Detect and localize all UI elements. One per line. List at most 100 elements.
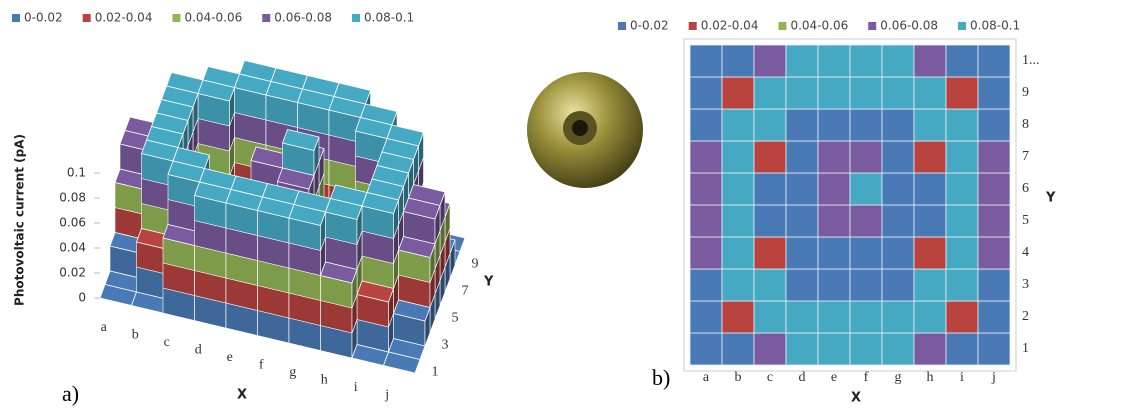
legend-label: 0.06-0.08: [880, 19, 938, 33]
heat-cell: [690, 269, 722, 301]
heat-cell: [690, 45, 722, 77]
heat-cell: [850, 237, 882, 269]
heat-cell: [690, 301, 722, 333]
y-axis-title: Y: [1045, 191, 1056, 206]
x-tick-label: i: [960, 370, 964, 385]
heat-cell: [786, 301, 818, 333]
heat-cell: [722, 77, 754, 109]
heat-cell: [722, 301, 754, 333]
heat-cell: [978, 205, 1010, 237]
heat-cell: [850, 301, 882, 333]
heat-cell: [818, 109, 850, 141]
legend-label: 0.06-0.08: [274, 11, 332, 25]
legend-label: 0.08-0.1: [970, 19, 1020, 33]
heat-cell: [914, 77, 946, 109]
heat-cell: [722, 333, 754, 365]
y-tick-label: 4: [1022, 245, 1029, 260]
heat-cell: [946, 173, 978, 205]
heat-cell: [946, 141, 978, 173]
y-tick-label: 5: [452, 310, 459, 325]
legend-swatch: [83, 14, 91, 22]
heat-cell: [786, 173, 818, 205]
heat-cell: [690, 173, 722, 205]
x-tick-label: d: [799, 370, 806, 385]
legend-label: 0-0.02: [630, 19, 669, 33]
heat-cell: [946, 77, 978, 109]
heat-cell: [850, 173, 882, 205]
y-tick-label: 2: [1022, 309, 1029, 324]
z-tick-label: 0.08: [59, 191, 86, 205]
heat-cell: [882, 141, 914, 173]
heat-cell: [690, 237, 722, 269]
heat-cell: [914, 333, 946, 365]
heat-cell: [722, 237, 754, 269]
heat-cell: [818, 269, 850, 301]
heat-cell: [786, 77, 818, 109]
heat-cell: [754, 269, 786, 301]
heat-cell: [850, 333, 882, 365]
heat-cell: [946, 45, 978, 77]
heat-cell: [754, 237, 786, 269]
heat-cell: [690, 333, 722, 365]
x-tick-label: e: [227, 350, 233, 365]
legend-swatch: [12, 14, 20, 22]
heat-cell: [690, 77, 722, 109]
heat-cell: [786, 237, 818, 269]
x-tick-label: g: [895, 370, 902, 385]
heat-cell: [946, 237, 978, 269]
heat-cell: [914, 237, 946, 269]
heat-cell: [978, 173, 1010, 205]
panel-label: a): [62, 381, 79, 406]
legend-label: 0.04-0.06: [184, 11, 242, 25]
heat-cell: [722, 173, 754, 205]
heat-cell: [754, 109, 786, 141]
heat-cell: [882, 173, 914, 205]
y-tick-label: 1: [1022, 341, 1029, 356]
heat-cell: [946, 333, 978, 365]
heat-cell: [722, 109, 754, 141]
heat-cell: [754, 173, 786, 205]
z-tick-label: 0.06: [59, 216, 86, 230]
heat-cell: [754, 77, 786, 109]
sample-photo: [527, 72, 643, 188]
heat-cell: [978, 109, 1010, 141]
heat-cell: [786, 141, 818, 173]
heat-cell: [914, 173, 946, 205]
y-tick-label: 7: [1022, 149, 1029, 164]
heat-cell: [786, 333, 818, 365]
heat-cell: [850, 109, 882, 141]
x-tick-label: f: [864, 370, 869, 385]
heat-cell: [754, 205, 786, 237]
legend-label: 0.02-0.04: [701, 19, 759, 33]
heat-cell: [754, 301, 786, 333]
x-tick-label: b: [132, 327, 139, 342]
heat-cell: [850, 77, 882, 109]
x-tick-label: g: [289, 365, 296, 380]
y-tick-label: 8: [1022, 117, 1029, 132]
y-tick-label: 6: [1022, 181, 1029, 196]
x-tick-label: f: [259, 357, 264, 372]
heat-cell: [946, 205, 978, 237]
y-tick-label: 9: [1022, 85, 1029, 100]
heat-cell: [786, 45, 818, 77]
z-tick-label: 0.1: [67, 166, 86, 180]
legend-swatch: [172, 14, 180, 22]
x-tick-label: i: [354, 380, 358, 395]
legend-swatch: [958, 22, 966, 30]
heat-cell: [818, 77, 850, 109]
y-tick-label: 9: [472, 256, 479, 271]
heat-cell: [850, 141, 882, 173]
x-tick-label: b: [735, 370, 742, 385]
heat-cell: [722, 141, 754, 173]
heat-cell: [978, 301, 1010, 333]
heat-cell: [882, 333, 914, 365]
heat-cell: [882, 269, 914, 301]
heat-cell: [946, 269, 978, 301]
heat-cell: [978, 333, 1010, 365]
x-tick-label: c: [164, 335, 170, 350]
heat-cell: [850, 45, 882, 77]
heat-cell: [818, 45, 850, 77]
y-tick-label: 1: [432, 364, 439, 379]
y-tick-label: 5: [1022, 213, 1029, 228]
heat-cell: [754, 45, 786, 77]
